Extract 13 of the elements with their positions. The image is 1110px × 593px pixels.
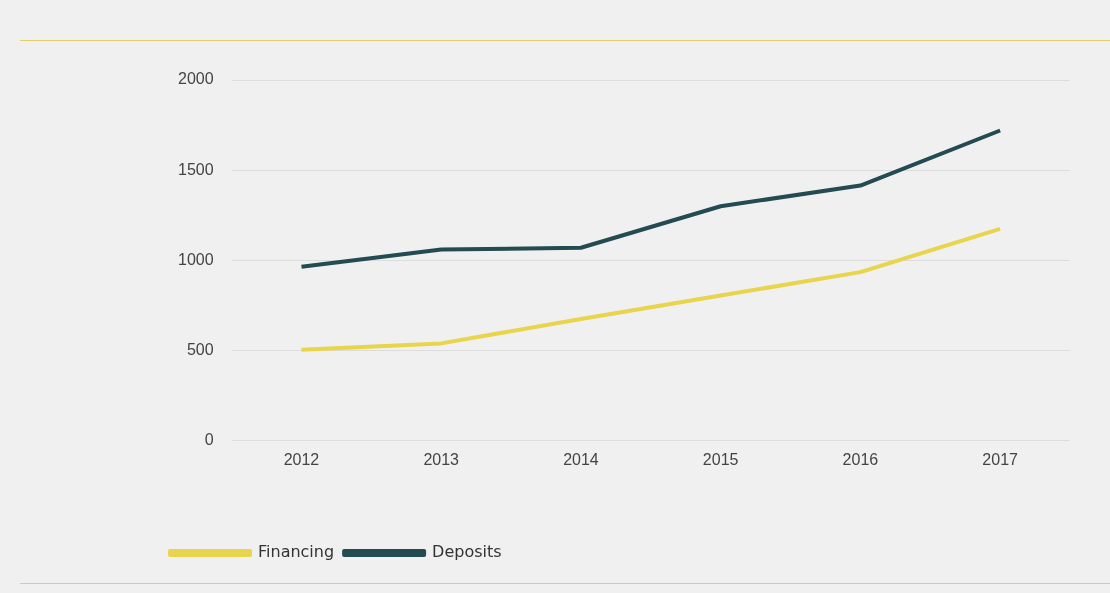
- legend-label: Deposits: [432, 542, 502, 562]
- x-tick-label: 2012: [283, 450, 320, 468]
- y-tick-label: 0: [204, 431, 214, 449]
- x-tick-label: 2013: [423, 450, 460, 468]
- y-tick-label: 2000: [178, 70, 214, 88]
- x-tick-label: 2017: [982, 450, 1019, 468]
- y-tick-label: 1500: [178, 160, 214, 178]
- y-tick-label: 1000: [178, 250, 214, 268]
- x-tick-label: 2015: [702, 450, 739, 468]
- legend-label: Financing: [258, 542, 335, 562]
- x-tick-label: 2014: [563, 450, 599, 468]
- y-tick-label: 500: [186, 341, 214, 359]
- x-tick-label: 2016: [842, 450, 879, 468]
